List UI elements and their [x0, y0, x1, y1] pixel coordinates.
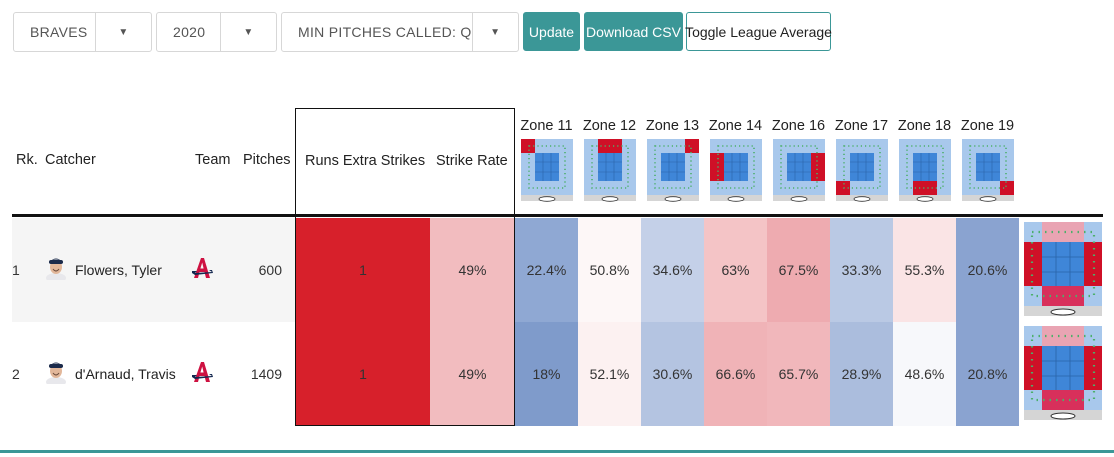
rank-cell: 2 [12, 366, 20, 382]
col-header-runs-extra-strikes[interactable]: Runs Extra Strikes [305, 153, 426, 169]
toggle-league-average-button[interactable]: Toggle League Average [685, 12, 832, 51]
zone-header-label: Zone 18 [897, 118, 952, 134]
zone-diagram-icon [961, 139, 1014, 202]
footer-divider [0, 450, 1114, 453]
zone-rate-cell: 48.6% [893, 322, 956, 426]
chevron-down-icon[interactable]: ▼ [220, 13, 276, 51]
zone-rate-cell: 63% [704, 218, 767, 322]
zone-header[interactable]: Zone 11 [515, 118, 578, 203]
col-header-catcher[interactable]: Catcher [45, 152, 96, 168]
update-button[interactable]: Update [523, 12, 580, 51]
braves-logo-icon [192, 258, 213, 278]
zone-header[interactable]: Zone 17 [830, 118, 893, 203]
col-header-strike-rate[interactable]: Strike Rate [436, 153, 508, 169]
zone-rate-cell: 20.8% [956, 322, 1019, 426]
zone-heatmap-icon [1024, 326, 1102, 420]
zone-diagram-icon [772, 139, 825, 202]
rank-cell: 1 [12, 262, 20, 278]
col-header-rank[interactable]: Rk. [16, 152, 38, 168]
season-select[interactable]: 2020 ▼ [156, 12, 277, 52]
player-avatar [46, 362, 66, 384]
zone-header-label: Zone 11 [520, 118, 573, 134]
zone-header-label: Zone 16 [771, 118, 826, 134]
zone-heatmap-icon [1024, 222, 1102, 316]
zone-header[interactable]: Zone 14 [704, 118, 767, 203]
table-row[interactable]: 1 Flowers, Tyler 600 1 49% 22.4% 50.8% 34.6% 63%… [12, 218, 1103, 322]
team-select[interactable]: BRAVES ▼ [13, 12, 152, 52]
zone-rate-cell: 67.5% [767, 218, 830, 322]
zone-header[interactable]: Zone 12 [578, 118, 641, 203]
runs-extra-strikes-cell: 1 [296, 322, 430, 426]
strike-rate-cell: 49% [430, 322, 515, 426]
col-header-pitches[interactable]: Pitches [243, 152, 291, 168]
zone-diagram-icon [520, 139, 573, 202]
zone-rate-cell: 52.1% [578, 322, 641, 426]
strike-rate-cell: 49% [430, 218, 515, 322]
zone-header[interactable]: Zone 18 [893, 118, 956, 203]
runs-extra-strikes-cell: 1 [296, 218, 430, 322]
season-select-value: 2020 [173, 24, 206, 40]
zone-diagram-icon [709, 139, 762, 202]
braves-logo-icon [192, 362, 213, 382]
zone-rate-cell: 50.8% [578, 218, 641, 322]
zone-header-label: Zone 19 [960, 118, 1015, 134]
zone-diagram-icon [646, 139, 699, 202]
zone-header-label: Zone 17 [834, 118, 889, 134]
zone-rate-cell: 55.3% [893, 218, 956, 322]
pitches-cell: 1409 [250, 366, 282, 382]
zone-diagram-icon [835, 139, 888, 202]
zone-rate-cell: 18% [515, 322, 578, 426]
zone-header-label: Zone 12 [582, 118, 637, 134]
header-divider [12, 214, 1103, 217]
zone-rate-cell: 22.4% [515, 218, 578, 322]
zone-header[interactable]: Zone 13 [641, 118, 704, 203]
min-pitches-select[interactable]: MIN PITCHES CALLED: Q ▼ [281, 12, 519, 52]
catcher-name-link[interactable]: d'Arnaud, Travis [75, 366, 176, 382]
pitches-cell: 600 [258, 262, 282, 278]
zone-header[interactable]: Zone 19 [956, 118, 1019, 203]
zone-rate-cell: 65.7% [767, 322, 830, 426]
zone-rate-cell: 33.3% [830, 218, 893, 322]
team-select-value: BRAVES [30, 24, 88, 40]
zone-rate-cell: 30.6% [641, 322, 704, 426]
zone-diagram-icon [583, 139, 636, 202]
zone-rate-cell: 20.6% [956, 218, 1019, 322]
zone-diagram-icon [898, 139, 951, 202]
chevron-down-icon[interactable]: ▼ [95, 13, 151, 51]
download-csv-button[interactable]: Download CSV [584, 12, 683, 51]
zone-rate-cell: 28.9% [830, 322, 893, 426]
min-pitches-select-value: MIN PITCHES CALLED: Q [298, 24, 472, 40]
player-avatar [46, 258, 66, 280]
zone-header[interactable]: Zone 16 [767, 118, 830, 203]
zone-header-label: Zone 14 [708, 118, 763, 134]
chevron-down-icon[interactable]: ▼ [471, 13, 518, 51]
catcher-name-link[interactable]: Flowers, Tyler [75, 262, 162, 278]
zone-rate-cell: 34.6% [641, 218, 704, 322]
zone-header-label: Zone 13 [645, 118, 700, 134]
table-row[interactable]: 2 d'Arnaud, Travis 1409 1 49% 18% 52.1% 30.6% 66… [12, 322, 1103, 426]
zone-rate-cell: 66.6% [704, 322, 767, 426]
col-header-team[interactable]: Team [195, 152, 231, 168]
